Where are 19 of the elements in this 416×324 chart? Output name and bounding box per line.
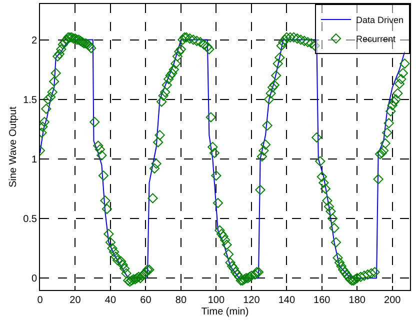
x-tick-label: 200 — [384, 295, 402, 306]
x-tick-label: 40 — [104, 295, 116, 306]
y-tick-label: 1 — [31, 154, 38, 166]
x-tick-label: 20 — [70, 295, 82, 306]
y-axis-title: Sine Wave Output — [8, 106, 20, 188]
y-tick-label: 2 — [31, 35, 38, 46]
y-tick-label: 1.5 — [23, 94, 38, 106]
y-tick-label: 0 — [31, 274, 38, 285]
x-tick-label: 180 — [348, 295, 366, 306]
legend-label: Recurrent — [356, 34, 396, 44]
x-tick-label: 100 — [208, 295, 225, 306]
x-axis-title: Time (min) — [201, 306, 249, 318]
x-tick-label: 60 — [140, 295, 152, 306]
legend-label: Data Driven — [356, 15, 404, 26]
y-tick-label: 0.5 — [23, 214, 38, 225]
x-tick-label: 80 — [175, 295, 187, 306]
x-tick-label: 140 — [278, 295, 296, 306]
x-tick-label: 120 — [243, 295, 260, 306]
x-tick-label: 160 — [314, 295, 331, 306]
